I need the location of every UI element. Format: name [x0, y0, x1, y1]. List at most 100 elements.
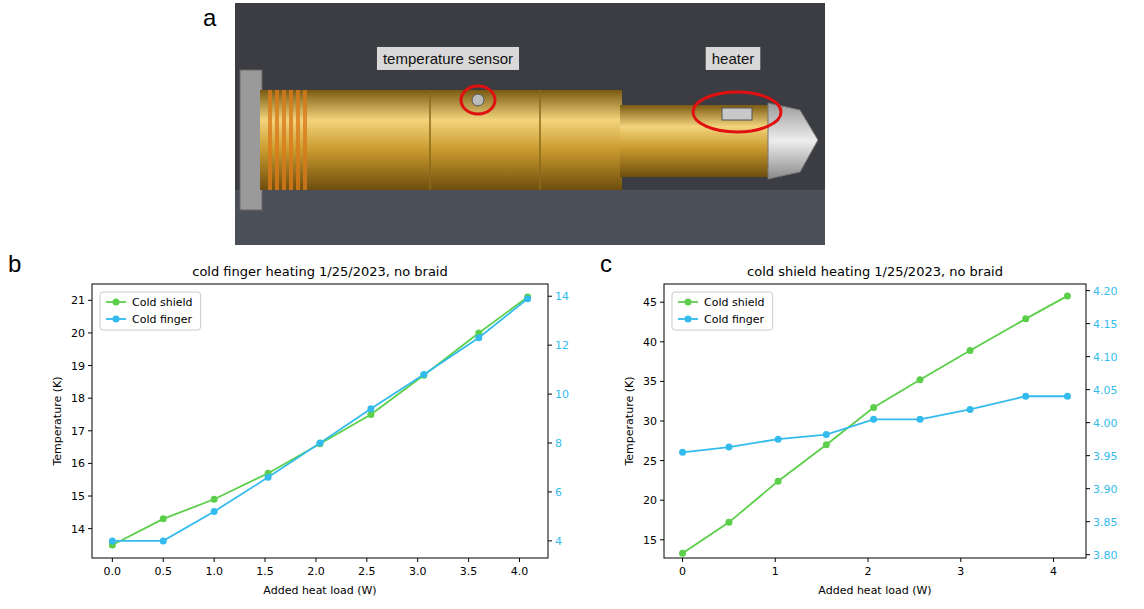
series-marker: [870, 416, 877, 423]
photo-label: temperature sensor: [383, 50, 513, 67]
legend-marker: [113, 316, 120, 323]
x-tick-label: 4: [1050, 565, 1057, 578]
x-tick: [315, 558, 316, 562]
legend-label: Cold finger: [704, 313, 765, 326]
series-marker: [775, 436, 782, 443]
label-background: [377, 47, 519, 70]
y-tick: [660, 539, 664, 540]
x-tick: [775, 558, 776, 562]
tube-seam: [429, 90, 431, 190]
kapton-wrap: [268, 90, 272, 190]
y2-tick-label: 3.95: [1093, 450, 1118, 463]
series-marker: [367, 405, 374, 412]
x-tick-label: 2.5: [358, 565, 376, 578]
flange: [240, 70, 262, 210]
plot-area: [109, 294, 531, 549]
y-tick: [660, 500, 664, 501]
y2-tick: [548, 394, 552, 395]
y-axis-title: Temperature (K): [51, 377, 64, 467]
tube-seam: [539, 90, 541, 190]
x-tick-label: 3.0: [409, 565, 427, 578]
y2-tick: [1086, 323, 1090, 324]
plot-frame: [664, 284, 1086, 558]
x-tick-label: 2.0: [307, 565, 325, 578]
kapton-wrap: [282, 90, 286, 190]
panel-letter: c: [600, 250, 612, 277]
y-tick-label: 35: [643, 375, 657, 388]
y-tick-label: 20: [643, 494, 657, 507]
x-tick-label: 0.0: [104, 565, 122, 578]
x-tick-label: 4.0: [511, 565, 529, 578]
y2-tick: [548, 345, 552, 346]
y-tick: [88, 398, 92, 399]
x-tick-label: 2: [865, 565, 872, 578]
x-axis-title: Added heat load (W): [263, 584, 376, 597]
y-tick: [660, 460, 664, 461]
series-marker: [317, 440, 324, 447]
y2-tick-label: 4.10: [1093, 351, 1118, 364]
series-line: [683, 396, 1068, 452]
x-tick-label: 0.5: [155, 565, 173, 578]
label-background: [706, 47, 761, 70]
chart-title: cold finger heating 1/25/2023, no braid: [192, 264, 447, 279]
series-marker: [160, 515, 167, 522]
y-tick-label: 15: [71, 490, 85, 503]
y2-tick: [1086, 356, 1090, 357]
y2-tick-label: 4.00: [1093, 417, 1118, 430]
photo-panel: atemperature sensorheater: [203, 3, 825, 245]
x-tick: [868, 558, 869, 562]
kapton-wrap: [296, 90, 300, 190]
legend-marker: [685, 299, 692, 306]
series-marker: [916, 376, 923, 383]
x-tick: [682, 558, 683, 562]
y-tick-label: 16: [71, 457, 85, 470]
y2-tick: [548, 491, 552, 492]
series-marker: [160, 537, 167, 544]
y2-tick: [1086, 290, 1090, 291]
x-tick: [960, 558, 961, 562]
x-tick-label: 1: [772, 565, 779, 578]
x-tick-label: 3.5: [460, 565, 478, 578]
y2-tick-label: 4.20: [1093, 285, 1118, 298]
x-tick: [112, 558, 113, 562]
legend-label: Cold finger: [132, 313, 193, 326]
y-tick: [660, 341, 664, 342]
series-marker: [725, 519, 732, 526]
y-tick-label: 45: [643, 296, 657, 309]
series-line: [683, 296, 1068, 553]
series-marker: [775, 478, 782, 485]
y-tick: [88, 528, 92, 529]
y2-tick: [1086, 422, 1090, 423]
panel-letter: a: [203, 4, 217, 31]
tube-large: [260, 90, 622, 190]
y-tick-label: 25: [643, 455, 657, 468]
y2-tick: [548, 296, 552, 297]
y-tick: [660, 421, 664, 422]
x-tick: [417, 558, 418, 562]
series-marker: [1064, 292, 1071, 299]
series-marker: [109, 537, 116, 544]
y2-tick-label: 3.80: [1093, 549, 1118, 562]
highlight-ring: [461, 86, 495, 114]
y2-tick: [1086, 554, 1090, 555]
y-tick: [660, 302, 664, 303]
y-tick-label: 14: [71, 523, 85, 536]
highlight-ring: [693, 92, 781, 132]
x-axis-title: Added heat load (W): [818, 584, 931, 597]
legend-marker: [685, 316, 692, 323]
legend: Cold shieldCold finger: [672, 292, 773, 330]
x-tick-label: 3: [957, 565, 964, 578]
legend-label: Cold shield: [132, 296, 193, 309]
y2-tick-label: 3.85: [1093, 516, 1118, 529]
y-tick-label: 30: [643, 415, 657, 428]
legend-box: [100, 292, 201, 330]
plot-area: [679, 292, 1071, 556]
y-tick: [88, 430, 92, 431]
series-marker: [725, 444, 732, 451]
series-marker: [679, 550, 686, 557]
series-marker: [211, 508, 218, 515]
series-line: [112, 297, 527, 545]
y-tick-label: 20: [71, 327, 85, 340]
chart-panel: ccold shield heating 1/25/2023, no braid…: [600, 250, 1118, 597]
y-tick: [88, 463, 92, 464]
